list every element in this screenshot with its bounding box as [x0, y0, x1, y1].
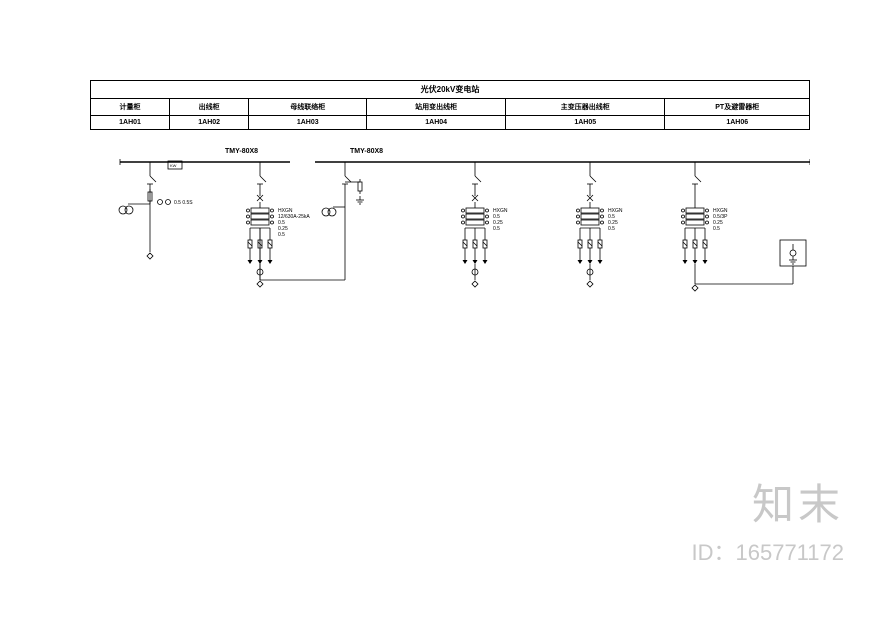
- col-label-1: 出线柜: [170, 99, 249, 116]
- drawing-panel: 光伏20kV变电站 计量柜 出线柜 母线联络柜 站用变出线柜 主变压器出线柜 P…: [90, 80, 810, 350]
- col-code-1: 1AH02: [170, 116, 249, 130]
- col-code-5: 1AH06: [665, 116, 810, 130]
- svg-text:0.5: 0.5: [493, 226, 500, 232]
- watermark-text: 知末: [752, 471, 844, 532]
- col-label-4: 主变压器出线柜: [506, 99, 665, 116]
- svg-text:KW: KW: [170, 163, 177, 168]
- col-code-2: 1AH03: [249, 116, 367, 130]
- svg-text:0.5: 0.5: [713, 226, 720, 232]
- col-label-0: 计量柜: [91, 99, 170, 116]
- svg-text:0.5: 0.5: [608, 226, 615, 232]
- col-label-3: 站用变出线柜: [367, 99, 506, 116]
- single-line-diagram: TMY-80X8 TMY-80X8 KW0.5 0.5SHXGN12/630A-…: [90, 150, 810, 350]
- sld-svg: KW0.5 0.5SHXGN12/630A-25kA0.50.250.5HXGN…: [90, 150, 810, 350]
- col-label-2: 母线联络柜: [249, 99, 367, 116]
- header-table: 光伏20kV变电站 计量柜 出线柜 母线联络柜 站用变出线柜 主变压器出线柜 P…: [90, 80, 810, 130]
- svg-text:0.5 0.5S: 0.5 0.5S: [174, 200, 193, 206]
- svg-text:0.5: 0.5: [278, 232, 285, 238]
- col-label-5: PT及避雷器柜: [665, 99, 810, 116]
- watermark-id: ID：165771172: [692, 535, 845, 567]
- col-code-4: 1AH05: [506, 116, 665, 130]
- col-code-3: 1AH04: [367, 116, 506, 130]
- col-code-0: 1AH01: [91, 116, 170, 130]
- header-title: 光伏20kV变电站: [91, 81, 810, 99]
